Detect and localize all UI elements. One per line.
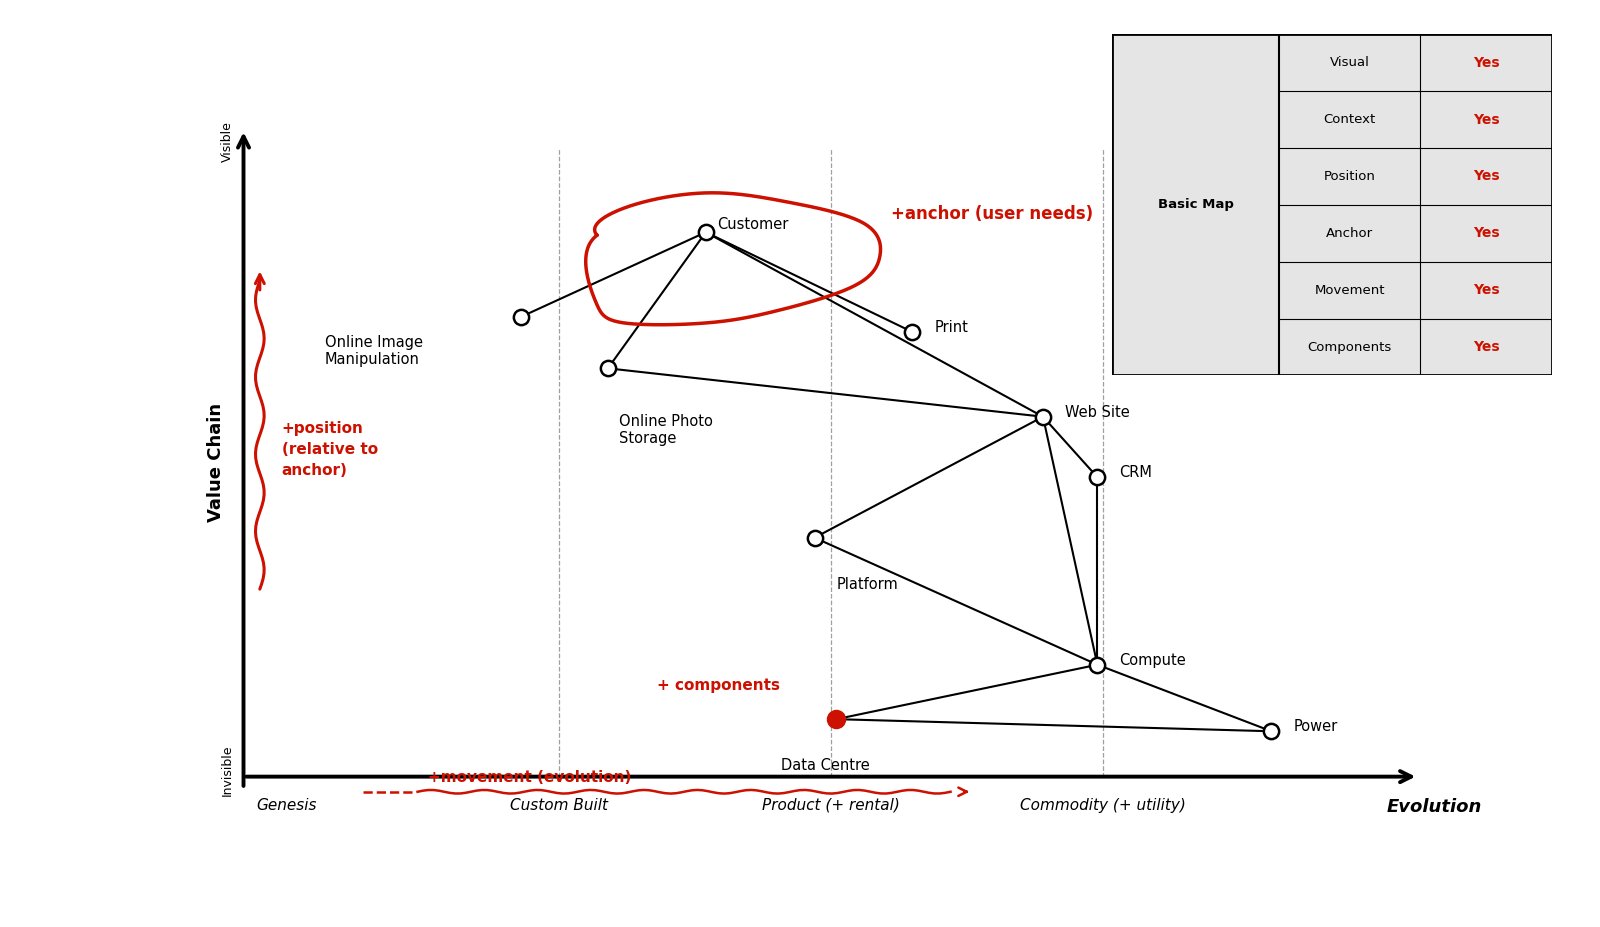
Text: Custom Built: Custom Built xyxy=(510,798,608,813)
Text: +position
(relative to
anchor): +position (relative to anchor) xyxy=(282,422,378,478)
Text: Basic Map: Basic Map xyxy=(1158,198,1234,211)
Text: Value Chain: Value Chain xyxy=(208,402,226,522)
Text: Evolution: Evolution xyxy=(1387,798,1482,816)
Text: Yes: Yes xyxy=(1472,283,1499,298)
Text: Web Site: Web Site xyxy=(1064,404,1130,420)
Text: Data Centre: Data Centre xyxy=(781,758,870,773)
Text: Yes: Yes xyxy=(1472,170,1499,184)
Text: Visible: Visible xyxy=(221,121,234,162)
Text: Yes: Yes xyxy=(1472,112,1499,127)
Text: Position: Position xyxy=(1323,170,1376,183)
Text: Components: Components xyxy=(1307,340,1392,353)
Text: Platform: Platform xyxy=(837,577,898,592)
Text: Power: Power xyxy=(1293,719,1338,734)
Text: Movement: Movement xyxy=(1314,284,1386,297)
Text: Genesis: Genesis xyxy=(256,798,317,813)
Text: Anchor: Anchor xyxy=(1326,227,1373,240)
Text: CRM: CRM xyxy=(1118,465,1152,480)
Text: Commodity (+ utility): Commodity (+ utility) xyxy=(1019,798,1186,813)
Text: Yes: Yes xyxy=(1472,340,1499,354)
Text: Yes: Yes xyxy=(1472,56,1499,70)
Text: Context: Context xyxy=(1323,113,1376,126)
Text: Compute: Compute xyxy=(1118,653,1186,667)
Text: Print: Print xyxy=(934,320,968,335)
Text: Visual: Visual xyxy=(1330,57,1370,70)
Text: + components: + components xyxy=(658,679,779,693)
Text: +movement (evolution): +movement (evolution) xyxy=(429,769,632,784)
Text: Product (+ rental): Product (+ rental) xyxy=(762,798,899,813)
Text: Online Photo
Storage: Online Photo Storage xyxy=(619,413,712,446)
Text: Yes: Yes xyxy=(1472,226,1499,240)
Text: Online Image
Manipulation: Online Image Manipulation xyxy=(325,335,422,367)
Text: +anchor (user needs): +anchor (user needs) xyxy=(891,205,1093,223)
Text: Invisible: Invisible xyxy=(221,744,234,796)
Text: Customer: Customer xyxy=(717,217,789,232)
